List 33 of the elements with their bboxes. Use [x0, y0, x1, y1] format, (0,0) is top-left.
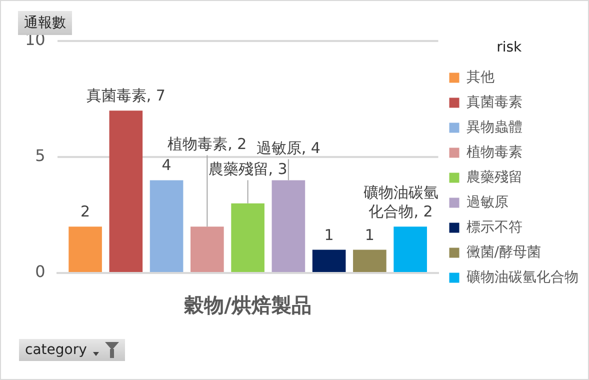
legend-label: 植物毒素	[466, 144, 522, 160]
bar	[272, 180, 306, 272]
legend-title: risk	[496, 40, 523, 56]
bar	[150, 180, 184, 272]
legend-label: 其他	[466, 69, 494, 86]
legend-label: 礦物油碳氫化合物	[466, 269, 578, 286]
data-label: 農藥殘留, 3	[208, 160, 288, 178]
bar	[231, 203, 264, 272]
data-label: 1	[324, 226, 334, 244]
y-axis-title: 通報數	[18, 11, 72, 35]
legend-label: 黴菌/酵母菌	[466, 244, 541, 260]
data-label: 4	[162, 156, 172, 174]
legend-label: 農藥殘留	[466, 169, 522, 186]
legend-label: 過敏原	[466, 194, 508, 210]
bar	[190, 226, 224, 272]
data-label: 植物毒素, 2	[168, 135, 247, 154]
legend-label: 標示不符	[466, 219, 522, 236]
y-tick-label: 5	[35, 146, 46, 166]
data-label: 礦物油碳氫化合物, 2	[363, 184, 438, 221]
bar	[109, 110, 143, 272]
x-axis-title: category	[25, 342, 87, 358]
bar	[353, 250, 386, 272]
data-label: 1	[364, 226, 374, 244]
data-label: 2	[80, 202, 90, 221]
data-label: 真菌毒素, 7	[86, 86, 166, 105]
bar	[312, 250, 346, 272]
y-tick-label: 0	[35, 262, 46, 282]
legend-label: 真菌毒素	[466, 94, 522, 110]
data-label: 過敏原, 4	[256, 139, 320, 158]
legend-label: 異物蟲體	[466, 119, 522, 136]
x-tick-label: 穀物/烘焙製品	[183, 293, 312, 318]
bar	[394, 226, 427, 272]
bar	[68, 226, 102, 272]
